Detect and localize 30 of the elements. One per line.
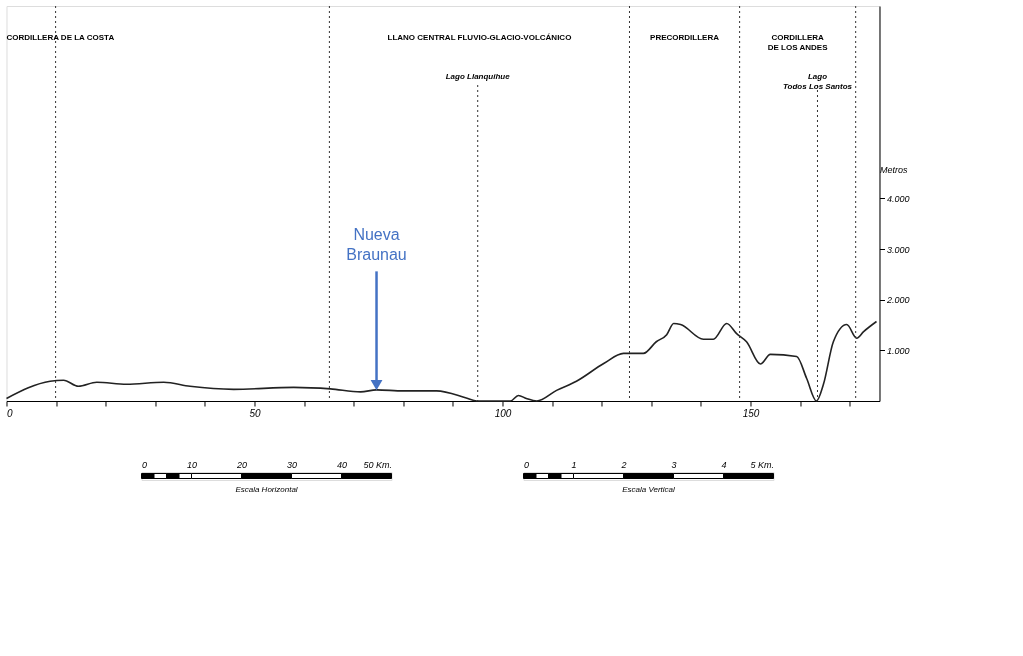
x-tick-label: 150 [742,407,760,419]
x-tick-label: 3 [671,459,677,470]
annotation: PRECORDILLERA [650,32,720,42]
y-axis-title: Metros [879,165,908,176]
ref-line-label: Lago Llanquihue [445,72,511,81]
ref-line-label: Lago Todos Los Santos [782,72,853,91]
y-tick-label: 3.000 [886,244,910,255]
x-axis-title: Escala Vertical [622,485,676,494]
x-tick-label: 1 [571,459,577,470]
x-tick-label: 50 [249,407,261,419]
x-tick-label: 30 [286,459,298,470]
x-tick-label: 0 [6,407,13,419]
x-tick-label: 50 Km. [363,459,392,470]
annotation: CORDILLERA DE LA COSTA [6,32,115,42]
annotation: CORDILLERA DE LOS ANDES [767,32,829,52]
x-tick-label: 20 [235,459,248,470]
x-tick-label: 100 [494,407,512,419]
x-tick-label: 0 [524,459,530,470]
x-tick-label: 2 [620,459,627,470]
annotation: LLANO CENTRAL FLUVIO-GLACIO-VOLCÁNICO [387,32,572,42]
x-tick-label: 40 [336,459,348,470]
y-tick-label: 1.000 [886,345,910,356]
y-tick-label: 4.000 [886,193,910,204]
x-tick-label: 0 [142,459,148,470]
x-tick-label: 4 [721,459,727,470]
x-tick-label: 5 Km. [750,459,774,470]
x-axis-title: Escala Horizontal [235,485,298,494]
y-tick-label: 2.000 [885,295,910,306]
x-tick-label: 10 [186,459,198,470]
annotation: Nueva Braunau [346,226,407,264]
